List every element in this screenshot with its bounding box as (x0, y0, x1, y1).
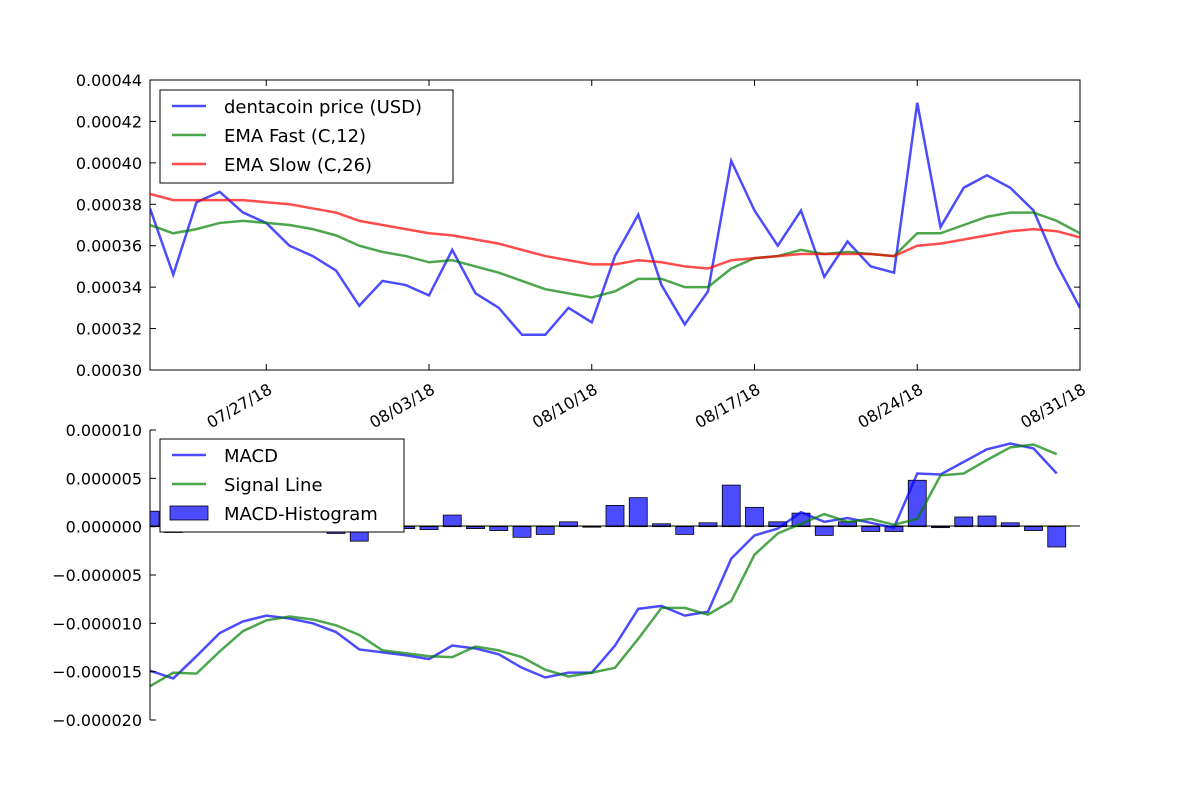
histogram-bar (466, 526, 485, 529)
y-tick-label-top: 0.00030 (76, 361, 142, 380)
histogram-bar (559, 521, 578, 528)
series-lines-bottom (149, 442, 1058, 688)
histogram-bar (814, 526, 834, 536)
histogram-bar (1047, 526, 1067, 548)
legend-label: EMA Fast (C,12) (224, 126, 366, 147)
series-line (150, 211, 1080, 299)
histogram-bar (698, 522, 718, 528)
y-tick-label-top: 0.00040 (76, 154, 142, 173)
x-tick-label: 08/17/18 (692, 380, 764, 432)
legend-label: MACD (224, 446, 278, 467)
x-tick-label: 08/03/18 (366, 380, 438, 432)
series-line (149, 442, 1058, 680)
series-line (150, 102, 1080, 337)
histogram-bar (745, 506, 764, 528)
histogram-bar (977, 515, 997, 528)
histogram-bar (442, 514, 462, 528)
y-axis-bottom: −0.000020 −0.000015 −0.000010 −0.000005 0.00… (52, 421, 156, 730)
legend-label: MACD-Histogram (224, 504, 378, 525)
histogram-bar (721, 484, 741, 528)
histogram-bar (149, 510, 160, 528)
histogram-bar (628, 497, 648, 528)
histogram-bar (1024, 526, 1043, 531)
y-tick-label-bottom: −0.000005 (52, 566, 142, 585)
x-tick-label: 07/27/18 (204, 380, 276, 432)
y-tick-label-bottom: 0.000005 (66, 469, 142, 488)
histogram-bar (675, 526, 695, 535)
y-tick-label-top: 0.00038 (76, 195, 142, 214)
y-axis-top: 0.00030 0.00032 0.00034 0.00036 0.00038 0.000… (76, 71, 1080, 380)
y-tick-label-bottom: −0.000015 (52, 663, 142, 682)
histogram-bar (931, 526, 950, 529)
series-lines-top (150, 102, 1080, 337)
legend-label: dentacoin price (USD) (224, 97, 422, 118)
legend-swatch (169, 505, 209, 521)
y-tick-label-bottom: −0.000020 (52, 711, 142, 730)
y-tick-label-top: 0.00044 (76, 71, 142, 90)
y-tick-label-bottom: 0.000000 (66, 518, 142, 537)
x-tick-label: 08/31/18 (1017, 380, 1089, 432)
histogram-bar (652, 523, 671, 528)
y-tick-label-top: 0.00042 (76, 112, 142, 131)
y-tick-label-bottom: 0.000010 (66, 421, 142, 440)
legend-top: dentacoin price (USD) EMA Fast (C,12) EMA … (159, 89, 454, 184)
x-tick-label: 08/24/18 (855, 380, 927, 432)
series-line (149, 443, 1058, 688)
y-tick-label-bottom: −0.000010 (52, 614, 142, 633)
macd-chart: −0.000020 −0.000015 −0.000010 −0.000005 0.00… (52, 421, 1080, 730)
histogram-bar (535, 526, 555, 535)
x-tick-label: 08/10/18 (529, 380, 601, 432)
histogram-bar (768, 521, 788, 528)
legend-label: Signal Line (224, 475, 323, 496)
histogram-bar (954, 516, 974, 528)
legend-label: EMA Slow (C,26) (224, 155, 372, 176)
series-line (150, 192, 1080, 270)
legend-box (159, 89, 454, 184)
histogram-bar (489, 526, 509, 531)
price-ema-chart: 0.00030 0.00032 0.00034 0.00036 0.00038 0.000… (76, 71, 1089, 432)
y-tick-label-top: 0.00032 (76, 320, 142, 339)
legend-bottom: MACD Signal Line MACD-Histogram (159, 438, 405, 533)
y-tick-label-top: 0.00034 (76, 278, 142, 297)
histogram-bar (582, 526, 602, 528)
y-tick-label-top: 0.00036 (76, 237, 142, 256)
histogram-bar (419, 526, 439, 530)
histogram-bar (1000, 522, 1020, 528)
histogram-bar (512, 526, 532, 538)
histogram-bar (861, 526, 881, 532)
histogram-bar (605, 504, 625, 528)
